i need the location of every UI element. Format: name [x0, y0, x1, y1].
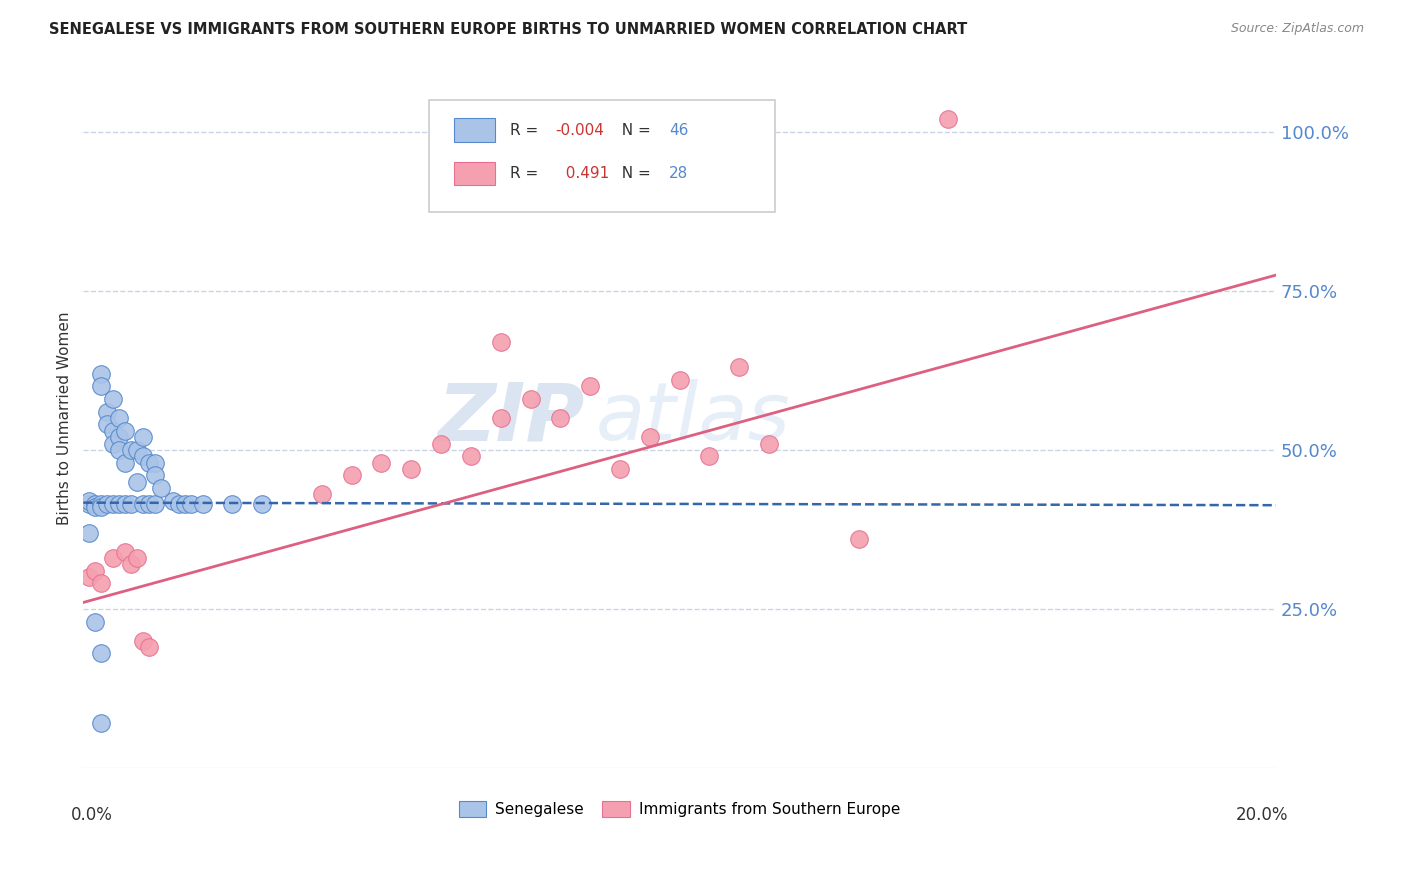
Point [84, 497, 107, 511]
Point [96, 405, 118, 419]
Point [143, 456, 166, 470]
Point [668, 373, 690, 387]
Point [221, 497, 243, 511]
Point [173, 497, 195, 511]
FancyBboxPatch shape [429, 100, 775, 212]
Point [132, 497, 155, 511]
Point [114, 456, 136, 470]
Point [489, 334, 512, 349]
Text: R =: R = [510, 122, 543, 137]
Point [728, 360, 751, 375]
Point [250, 497, 273, 511]
Point [311, 487, 333, 501]
Text: R =: R = [510, 166, 538, 181]
Point [138, 640, 160, 654]
Point [108, 430, 131, 444]
Point [125, 475, 148, 489]
Point [638, 430, 661, 444]
Point [460, 449, 482, 463]
Point [77, 525, 100, 540]
Point [114, 544, 136, 558]
Point [108, 442, 131, 457]
Point [125, 551, 148, 566]
Text: N =: N = [612, 166, 655, 181]
Point [519, 392, 541, 406]
Point [401, 462, 423, 476]
Text: 20.0%: 20.0% [1236, 806, 1288, 824]
Text: Source: ZipAtlas.com: Source: ZipAtlas.com [1230, 22, 1364, 36]
Point [758, 436, 780, 450]
Point [101, 551, 124, 566]
Point [143, 497, 166, 511]
Point [132, 449, 155, 463]
Point [609, 462, 631, 476]
Point [180, 497, 202, 511]
Text: N =: N = [612, 122, 655, 137]
Text: 28: 28 [669, 166, 688, 181]
Point [848, 532, 870, 546]
Point [84, 615, 107, 629]
Point [84, 500, 107, 514]
Text: SENEGALESE VS IMMIGRANTS FROM SOUTHERN EUROPE BIRTHS TO UNMARRIED WOMEN CORRELAT: SENEGALESE VS IMMIGRANTS FROM SOUTHERN E… [49, 22, 967, 37]
Point [108, 497, 131, 511]
Text: 0.0%: 0.0% [72, 806, 114, 824]
Point [370, 456, 392, 470]
Text: -0.004: -0.004 [555, 122, 605, 137]
Point [77, 570, 100, 584]
Y-axis label: Births to Unmarried Women: Births to Unmarried Women [58, 311, 72, 524]
Point [132, 430, 155, 444]
Point [101, 424, 124, 438]
Text: 46: 46 [669, 122, 689, 137]
Point [90, 379, 112, 393]
Point [125, 442, 148, 457]
Point [101, 436, 124, 450]
Point [120, 558, 142, 572]
Point [143, 468, 166, 483]
Point [120, 442, 142, 457]
Point [101, 497, 124, 511]
Point [90, 716, 112, 731]
Point [936, 112, 959, 127]
Point [149, 481, 172, 495]
Point [489, 411, 512, 425]
Point [138, 497, 160, 511]
Point [579, 379, 602, 393]
Point [699, 449, 721, 463]
Point [114, 497, 136, 511]
Point [77, 493, 100, 508]
Point [120, 497, 142, 511]
Point [96, 417, 118, 432]
Point [90, 367, 112, 381]
Point [90, 497, 112, 511]
Point [90, 576, 112, 591]
Point [90, 500, 112, 514]
Point [90, 646, 112, 660]
Point [132, 633, 155, 648]
Point [101, 392, 124, 406]
Point [108, 411, 131, 425]
Point [167, 497, 190, 511]
Point [191, 497, 214, 511]
Legend: Senegalese, Immigrants from Southern Europe: Senegalese, Immigrants from Southern Eur… [453, 795, 907, 823]
Text: atlas: atlas [596, 379, 792, 457]
Point [550, 411, 572, 425]
Point [430, 436, 453, 450]
Text: ZIP: ZIP [437, 379, 585, 457]
Point [84, 564, 107, 578]
Point [77, 497, 100, 511]
Point [114, 424, 136, 438]
Point [162, 493, 184, 508]
FancyBboxPatch shape [454, 118, 495, 142]
Text: 0.491: 0.491 [555, 166, 609, 181]
Point [138, 456, 160, 470]
Point [96, 497, 118, 511]
FancyBboxPatch shape [454, 161, 495, 186]
Point [340, 468, 363, 483]
